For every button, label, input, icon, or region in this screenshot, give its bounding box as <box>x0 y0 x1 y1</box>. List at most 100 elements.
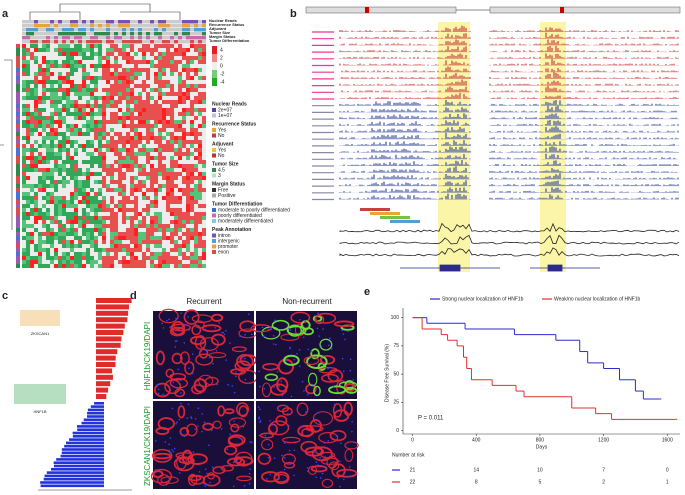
heatmap-cell <box>22 168 26 172</box>
heatmap-cell <box>106 196 110 200</box>
heatmap-cell <box>122 76 126 80</box>
heatmap-cell <box>110 96 114 100</box>
heatmap-cell <box>174 200 178 204</box>
heatmap-cell <box>78 140 82 144</box>
heatmap-cell <box>58 68 62 72</box>
heatmap-cell <box>134 120 138 124</box>
heatmap-cell <box>190 192 194 196</box>
micrograph-structure <box>303 356 320 366</box>
nucleus <box>288 424 290 427</box>
heatmap-cell <box>186 228 190 232</box>
heatmap-cell <box>198 108 202 112</box>
heatmap-cell <box>182 184 186 188</box>
heatmap-cell <box>102 48 106 52</box>
heatmap-cell <box>154 104 158 108</box>
annotation-cell <box>186 40 190 44</box>
heatmap-cell <box>138 140 142 144</box>
heatmap-cell <box>86 116 90 120</box>
heatmap-cell <box>82 160 86 164</box>
heatmap-cell <box>82 264 86 268</box>
enrichment-bar <box>40 484 104 488</box>
nucleus <box>317 411 320 414</box>
heatmap-cell <box>134 108 138 112</box>
annotation-cell <box>142 20 146 24</box>
heatmap-cell <box>194 176 198 180</box>
enrichment-bar <box>96 336 122 342</box>
heatmap-cell <box>134 148 138 152</box>
heatmap-cell <box>74 216 78 220</box>
heatmap-cell <box>134 60 138 64</box>
heatmap-cell <box>26 124 30 128</box>
heatmap-cell <box>150 56 154 60</box>
row-annotation <box>16 108 20 112</box>
nucleus <box>201 430 203 433</box>
heatmap-cell <box>154 184 158 188</box>
heatmap-cell <box>74 156 78 160</box>
heatmap-cell <box>66 160 70 164</box>
heatmap-cell <box>122 184 126 188</box>
heatmap-cell <box>86 56 90 60</box>
enrichment-bar <box>64 444 104 448</box>
risk-count: 5 <box>539 479 542 485</box>
heatmap-cell <box>182 48 186 52</box>
heatmap-cell <box>26 224 30 228</box>
heatmap-cell <box>22 188 26 192</box>
annotation-cell <box>150 36 154 40</box>
heatmap-cell <box>94 236 98 240</box>
heatmap-cell <box>146 140 150 144</box>
heatmap-cell <box>186 236 190 240</box>
heatmap-cell <box>98 96 102 100</box>
nucleus <box>267 443 270 446</box>
heatmap-cell <box>146 236 150 240</box>
nucleus <box>169 451 171 454</box>
micrograph-structure <box>220 464 234 472</box>
heatmap-cell <box>110 200 114 204</box>
heatmap-cell <box>58 92 62 96</box>
heatmap-cell <box>106 76 110 80</box>
annotation-cell <box>38 40 42 44</box>
micrograph-structure <box>235 402 249 417</box>
annotation-cell <box>170 36 174 40</box>
coverage-track <box>339 39 679 46</box>
row-annotation <box>16 220 20 224</box>
heatmap-cell <box>50 192 54 196</box>
heatmap-cell <box>134 52 138 56</box>
row-annotation <box>16 96 20 100</box>
heatmap-cell <box>22 128 26 132</box>
annotation-cell <box>114 40 118 44</box>
annotation-cell <box>78 40 82 44</box>
heatmap-cell <box>86 60 90 64</box>
heatmap-cell <box>50 100 54 104</box>
heatmap-cell <box>38 180 42 184</box>
annotation-cell <box>54 40 58 44</box>
annotation-cell <box>30 40 34 44</box>
nucleus <box>233 391 236 394</box>
row-annotation <box>16 64 20 68</box>
heatmap-cell <box>34 76 38 80</box>
heatmap-cell <box>130 212 134 216</box>
annotation-cell <box>82 20 86 24</box>
row-annotation <box>16 132 20 136</box>
heatmap-cell <box>94 220 98 224</box>
heatmap-cell <box>30 92 34 96</box>
nucleus <box>303 390 305 392</box>
heatmap-cell <box>130 152 134 156</box>
heatmap-cell <box>114 236 118 240</box>
heatmap-cell <box>134 164 138 168</box>
heatmap-cell <box>146 228 150 232</box>
heatmap-cell <box>22 252 26 256</box>
heatmap-cell <box>158 144 162 148</box>
nucleus <box>353 441 355 444</box>
heatmap-cell <box>186 120 190 124</box>
heatmap-cell <box>198 76 202 80</box>
heatmap-cell <box>190 168 194 172</box>
heatmap-cell <box>194 56 198 60</box>
heatmap-cell <box>46 144 50 148</box>
coverage-track <box>339 105 679 113</box>
heatmap-cell <box>90 88 94 92</box>
heatmap-cell <box>102 232 106 236</box>
annotation-cell <box>194 32 198 36</box>
heatmap-cell <box>142 264 146 268</box>
heatmap-cell <box>194 140 198 144</box>
heatmap-cell <box>182 124 186 128</box>
